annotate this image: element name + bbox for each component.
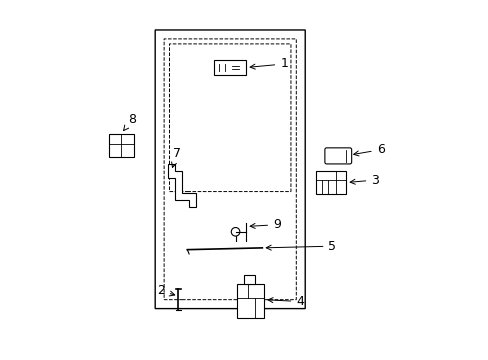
Text: 6: 6 (353, 143, 384, 156)
FancyBboxPatch shape (214, 60, 246, 75)
Text: 7: 7 (171, 147, 181, 167)
FancyBboxPatch shape (237, 284, 264, 318)
FancyBboxPatch shape (324, 148, 351, 164)
Text: 4: 4 (267, 295, 304, 308)
Text: 1: 1 (250, 58, 287, 71)
Text: 5: 5 (265, 240, 336, 253)
Circle shape (231, 228, 240, 236)
Text: 9: 9 (250, 218, 281, 231)
Polygon shape (167, 164, 196, 207)
Text: 8: 8 (123, 113, 136, 131)
FancyBboxPatch shape (315, 171, 346, 194)
Text: 2: 2 (157, 284, 174, 297)
Text: 3: 3 (349, 174, 378, 186)
FancyBboxPatch shape (108, 134, 134, 157)
FancyBboxPatch shape (244, 275, 255, 284)
